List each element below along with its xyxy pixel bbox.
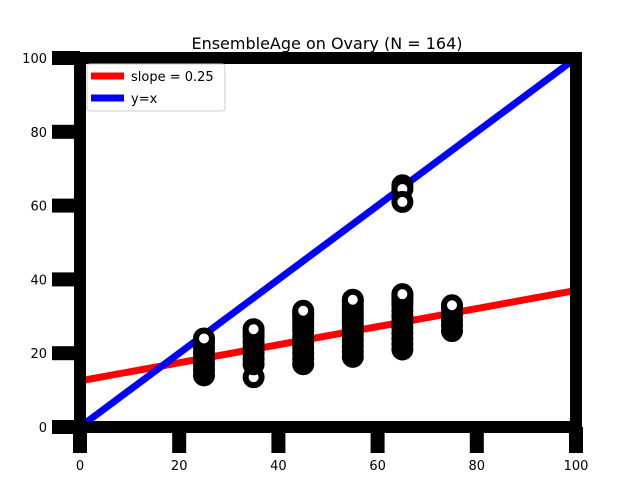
y-tick-label: 40 [30, 273, 47, 288]
data-point [441, 294, 463, 317]
data-point [391, 190, 414, 213]
y-tick-label: 100 [22, 52, 47, 67]
y-tick-label: 60 [30, 200, 47, 215]
x-tick-label: 60 [369, 459, 386, 474]
x-tick-label: 100 [564, 459, 589, 474]
identity-line [77, 55, 579, 430]
x-tick-mark [271, 427, 286, 453]
x-tick-label: 20 [171, 459, 188, 474]
data-point [193, 327, 215, 350]
data-point [242, 318, 265, 341]
data-point [391, 283, 414, 306]
y-tick-mark [52, 198, 80, 213]
axes-frame [52, 52, 582, 433]
x-tick-mark [569, 427, 583, 453]
right-spine [570, 52, 582, 433]
bottom-spine [52, 421, 582, 433]
y-tick-label: 20 [30, 347, 47, 362]
x-tick-label: 0 [76, 459, 84, 474]
ticks: 0 20 40 60 80 100 0 20 40 60 80 100 [22, 51, 588, 474]
y-tick-mark [52, 124, 80, 139]
top-spine [52, 52, 582, 64]
x-tick-mark [370, 427, 385, 453]
y-tick-mark [52, 346, 80, 361]
legend-label: slope = 0.25 [131, 70, 214, 85]
y-tick-label: 0 [39, 421, 47, 436]
chart-title: EnsembleAge on Ovary (N = 164) [191, 34, 462, 53]
y-tick-label: 80 [30, 126, 47, 141]
plot-area [77, 55, 579, 430]
x-tick-mark [469, 427, 484, 453]
legend-label: y=x [131, 92, 158, 107]
x-tick-mark [172, 427, 187, 453]
y-tick-mark [52, 272, 80, 287]
legend: slope = 0.25 y=x [86, 63, 226, 112]
left-spine [74, 52, 86, 433]
data-point [341, 288, 364, 311]
data-point [292, 299, 315, 322]
x-tick-label: 80 [469, 459, 486, 474]
y-tick-mark [52, 420, 80, 434]
y-tick-mark [52, 51, 80, 65]
x-tick-label: 40 [270, 459, 287, 474]
